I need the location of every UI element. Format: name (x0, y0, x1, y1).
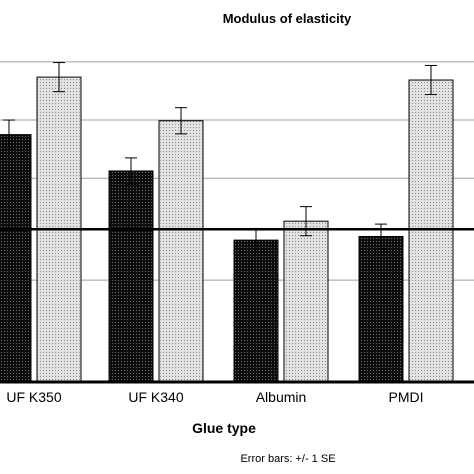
error-bar-2-1 (175, 107, 187, 135)
error-bars (3, 62, 437, 253)
error-bar-1-0 (3, 119, 15, 150)
bar-2-2 (283, 220, 329, 383)
category-label-1: UF K340 (128, 389, 183, 405)
error-bar-1-3 (375, 223, 387, 250)
category-label-0: UF K350 (6, 389, 61, 405)
bar-1-1 (108, 170, 154, 383)
bar-1-2 (233, 239, 279, 383)
bar-1-3 (358, 235, 404, 383)
error-bar-2-0 (53, 62, 65, 93)
error-bar-2-3 (425, 64, 437, 96)
bar-1-0 (0, 134, 32, 383)
error-bar-1-1 (125, 157, 137, 185)
chart-title: Modulus of elasticity (223, 11, 352, 26)
x-axis: UF K350 UF K340 Albumin PMDI (0, 380, 474, 405)
category-label-3: PMDI (389, 389, 424, 405)
error-bar-2-2 (300, 206, 312, 237)
error-bar-1-2 (250, 227, 262, 253)
bar-2-1 (158, 120, 204, 383)
category-label-2: Albumin (256, 389, 307, 405)
bar-2-3 (408, 79, 454, 383)
x-axis-title: Glue type (192, 420, 256, 436)
bars (0, 76, 454, 383)
error-bar-note: Error bars: +/- 1 SE (240, 453, 335, 465)
